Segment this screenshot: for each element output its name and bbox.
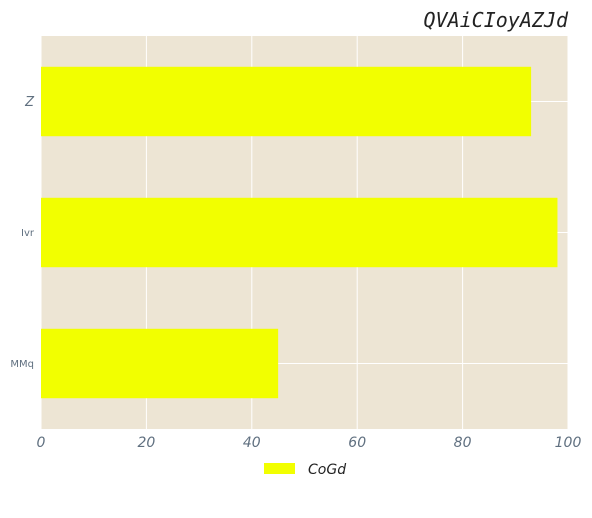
y-tick-label: MMq <box>10 359 34 370</box>
y-axis-ticks: MMq Ivr Z <box>10 95 35 370</box>
legend: CoGd <box>264 462 346 478</box>
legend-swatch <box>264 463 295 474</box>
bar-z <box>41 66 532 137</box>
x-tick-label: 80 <box>454 435 472 451</box>
chart-title: QVAiCIoyAZJd <box>424 8 569 32</box>
x-tick-label: 60 <box>348 435 366 451</box>
bar-ivr <box>41 197 558 268</box>
y-tick-label: Z <box>24 95 35 110</box>
bars <box>41 66 558 399</box>
x-axis-ticks: 0 20 40 60 80 100 <box>37 435 582 451</box>
bar-mmq <box>41 328 279 399</box>
x-tick-label: 100 <box>555 435 582 451</box>
x-tick-label: 0 <box>37 435 46 451</box>
legend-label: CoGd <box>308 462 346 478</box>
y-tick-label: Ivr <box>21 228 35 239</box>
x-tick-label: 40 <box>243 435 261 451</box>
x-tick-label: 20 <box>137 435 155 451</box>
